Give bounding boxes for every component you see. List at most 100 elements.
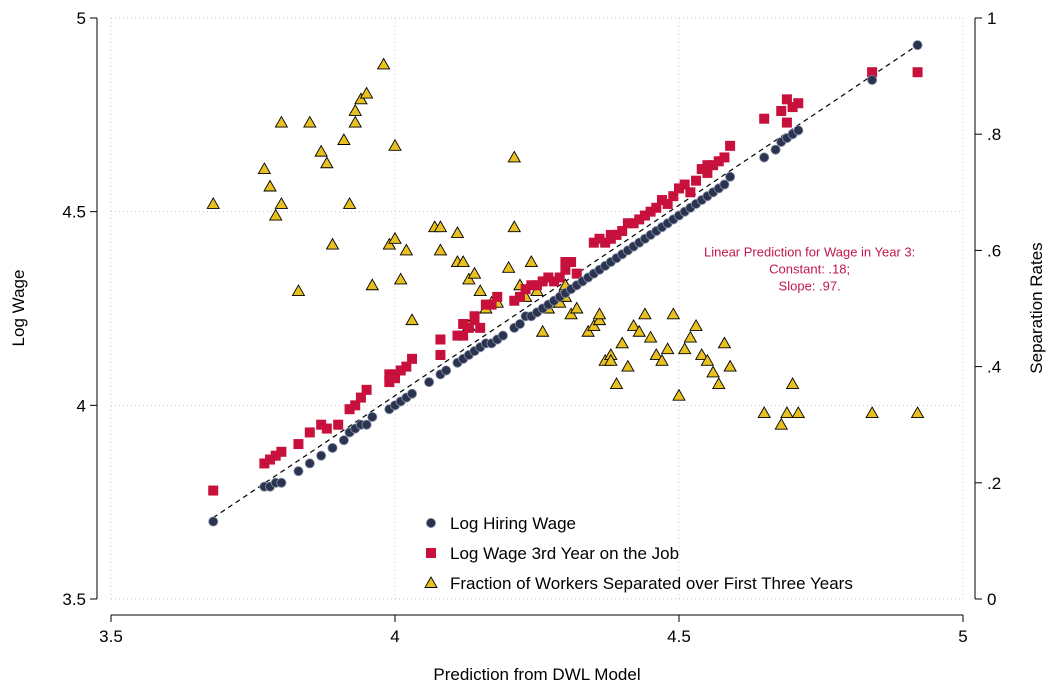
data-point-triangle — [592, 313, 607, 326]
data-point-square — [594, 233, 605, 244]
data-point-triangle — [587, 319, 601, 331]
data-point-square — [265, 454, 276, 465]
data-point-triangle — [660, 342, 675, 355]
data-point-square — [571, 268, 582, 279]
data-point-square — [316, 419, 327, 430]
data-point-square — [713, 156, 724, 167]
data-point-square — [395, 365, 406, 376]
data-point-circle — [441, 365, 452, 376]
data-point-triangle — [388, 231, 402, 244]
x-tick-label: 4 — [390, 627, 399, 646]
data-point-triangle — [348, 115, 363, 128]
data-point-triangle — [694, 348, 709, 360]
data-point-triangle — [865, 406, 879, 419]
y2-tick-label: .8 — [987, 125, 1001, 144]
data-point-square — [514, 291, 525, 302]
data-point-circle — [497, 330, 508, 341]
data-point-square — [639, 210, 650, 221]
data-point-triangle — [666, 307, 681, 320]
data-point-triangle — [638, 307, 652, 320]
data-point-square — [662, 198, 673, 209]
y-tick-label: 4 — [77, 396, 86, 415]
data-point-square — [719, 152, 730, 163]
data-point-triangle — [564, 307, 578, 320]
data-point-triangle — [320, 156, 334, 169]
data-point-triangle — [501, 260, 516, 273]
data-point-triangle — [524, 255, 539, 267]
data-point-circle — [424, 377, 435, 388]
data-point-triangle — [433, 243, 448, 256]
data-point-square — [651, 202, 662, 213]
data-point-square — [668, 191, 679, 202]
data-point-square — [702, 160, 713, 171]
axes — [90, 17, 982, 622]
data-point-square — [355, 392, 366, 403]
y-axis-title: Log Wage — [9, 270, 28, 347]
data-point-square — [560, 264, 571, 275]
data-point-circle — [770, 144, 781, 155]
data-point-square — [304, 427, 315, 438]
data-point-circle — [725, 171, 736, 182]
data-point-square — [475, 322, 486, 333]
data-point-triangle — [689, 319, 703, 331]
data-point-triangle — [473, 284, 487, 297]
data-point-square — [259, 458, 270, 469]
data-point-triangle — [706, 365, 720, 378]
y2-tick-label: .6 — [987, 241, 1001, 260]
data-point-square — [605, 229, 616, 240]
data-point-square — [628, 218, 639, 229]
data-point-square — [696, 164, 707, 175]
legend-label-hiring-wage: Log Hiring Wage — [450, 514, 576, 533]
data-point-circle — [367, 411, 378, 422]
data-point-triangle — [717, 336, 732, 349]
data-point-square — [776, 105, 787, 116]
data-point-square — [622, 218, 633, 229]
data-point-square — [492, 291, 503, 302]
data-point-square — [344, 404, 355, 415]
data-point-square — [435, 334, 446, 345]
data-point-square — [867, 67, 878, 78]
data-point-circle — [719, 179, 730, 190]
data-point-square — [912, 67, 923, 78]
data-point-triangle — [507, 150, 522, 163]
y2-tick-label: 1 — [987, 9, 996, 28]
data-point-circle — [338, 435, 349, 446]
data-point-circle — [327, 442, 338, 453]
data-point-square — [793, 98, 804, 109]
data-point-triangle — [700, 353, 715, 366]
legend-label-separation-fraction: Fraction of Workers Separated over First… — [450, 574, 853, 593]
data-point-square — [458, 330, 469, 341]
data-point-square — [532, 280, 542, 291]
data-point-circle — [759, 152, 770, 163]
data-point-triangle — [399, 243, 414, 256]
data-point-square — [276, 446, 287, 457]
data-point-triangle — [507, 220, 522, 233]
data-point-square — [759, 113, 770, 124]
data-point-triangle — [263, 179, 277, 192]
x-tick-label: 3.5 — [99, 627, 123, 646]
y2-tick-label: 0 — [987, 590, 996, 609]
data-point-square — [543, 272, 554, 283]
legend-item-separation-fraction: Fraction of Workers Separated over First… — [424, 574, 853, 593]
data-point-square — [520, 284, 531, 295]
data-point-triangle — [626, 319, 641, 331]
data-point-triangle — [291, 284, 306, 297]
data-point-triangle — [337, 133, 351, 145]
data-point-triangle — [382, 237, 397, 250]
data-point-square — [656, 195, 667, 206]
data-point-triangle — [393, 272, 408, 285]
y-tick-label: 3.5 — [62, 590, 86, 609]
y2-tick-label: .2 — [987, 474, 1001, 493]
data-point-triangle — [268, 208, 283, 221]
data-point-circle — [407, 388, 418, 399]
data-point-triangle — [274, 197, 289, 209]
data-point-triangle — [785, 377, 800, 389]
data-point-square — [702, 167, 713, 178]
y-tick-label: 4.5 — [62, 203, 86, 222]
data-point-triangle — [376, 57, 391, 70]
legend: Log Hiring Wage Log Wage 3rd Year on the… — [424, 514, 853, 593]
data-point-square — [401, 361, 412, 372]
data-point-square — [469, 311, 480, 322]
